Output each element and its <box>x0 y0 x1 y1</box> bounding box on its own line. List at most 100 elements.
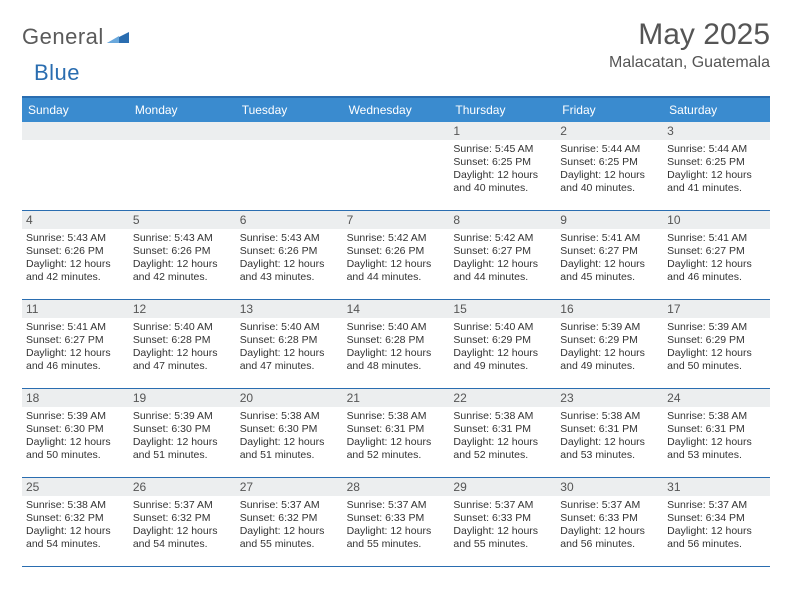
week-row: 1Sunrise: 5:45 AMSunset: 6:25 PMDaylight… <box>22 122 770 211</box>
weekday-fri: Friday <box>556 98 663 122</box>
day-cell: 20Sunrise: 5:38 AMSunset: 6:30 PMDayligh… <box>236 389 343 477</box>
day-info: Sunrise: 5:37 AMSunset: 6:32 PMDaylight:… <box>240 499 339 552</box>
day-cell: 4Sunrise: 5:43 AMSunset: 6:26 PMDaylight… <box>22 211 129 299</box>
day-info: Sunrise: 5:44 AMSunset: 6:25 PMDaylight:… <box>667 143 766 196</box>
day-number: 29 <box>449 478 556 496</box>
day-number: 7 <box>343 211 450 229</box>
day-number: 3 <box>663 122 770 140</box>
day-info: Sunrise: 5:38 AMSunset: 6:31 PMDaylight:… <box>667 410 766 463</box>
day-info: Sunrise: 5:39 AMSunset: 6:29 PMDaylight:… <box>560 321 659 374</box>
day-cell: 27 Sunrise: 5:37 AMSunset: 6:32 PMDayligh… <box>236 478 343 566</box>
weekday-thu: Thursday <box>449 98 556 122</box>
day-number: 11 <box>22 300 129 318</box>
day-info: Sunrise: 5:38 AMSunset: 6:32 PMDaylight:… <box>26 499 125 552</box>
calendar: Sunday Monday Tuesday Wednesday Thursday… <box>22 96 770 567</box>
day-info: Sunrise: 5:43 AMSunset: 6:26 PMDaylight:… <box>133 232 232 285</box>
day-info: Sunrise: 5:38 AMSunset: 6:31 PMDaylight:… <box>560 410 659 463</box>
day-info: Sunrise: 5:38 AMSunset: 6:31 PMDaylight:… <box>347 410 446 463</box>
day-cell: 16Sunrise: 5:39 AMSunset: 6:29 PMDayligh… <box>556 300 663 388</box>
day-number: 18 <box>22 389 129 407</box>
day-cell <box>343 122 450 210</box>
day-info: Sunrise: 5:41 AMSunset: 6:27 PMDaylight:… <box>26 321 125 374</box>
day-number: 21 <box>343 389 450 407</box>
title-block: May 2025 Malacatan, Guatemala <box>609 18 770 72</box>
weekday-wed: Wednesday <box>343 98 450 122</box>
day-info: Sunrise: 5:38 AMSunset: 6:31 PMDaylight:… <box>453 410 552 463</box>
week-row: 11 Sunrise: 5:41 AMSunset: 6:27 PMDayligh… <box>22 300 770 389</box>
day-cell: 17Sunrise: 5:39 AMSunset: 6:29 PMDayligh… <box>663 300 770 388</box>
day-info: Sunrise: 5:42 AMSunset: 6:27 PMDaylight:… <box>453 232 552 285</box>
day-number: 25 <box>22 478 129 496</box>
day-info: Sunrise: 5:37 AMSunset: 6:34 PMDaylight:… <box>667 499 766 552</box>
day-cell: 9Sunrise: 5:41 AMSunset: 6:27 PMDaylight… <box>556 211 663 299</box>
logo: General <box>22 18 131 50</box>
weekday-tue: Tuesday <box>236 98 343 122</box>
weekday-sat: Saturday <box>663 98 770 122</box>
day-cell: 31 Sunrise: 5:37 AMSunset: 6:34 PMDayligh… <box>663 478 770 566</box>
day-info: Sunrise: 5:45 AMSunset: 6:25 PMDaylight:… <box>453 143 552 196</box>
week-row: 25 Sunrise: 5:38 AMSunset: 6:32 PMDayligh… <box>22 478 770 567</box>
day-info: Sunrise: 5:38 AMSunset: 6:30 PMDaylight:… <box>240 410 339 463</box>
day-cell: 12 Sunrise: 5:40 AMSunset: 6:28 PMDayligh… <box>129 300 236 388</box>
day-number: 5 <box>129 211 236 229</box>
day-cell: 1Sunrise: 5:45 AMSunset: 6:25 PMDaylight… <box>449 122 556 210</box>
day-cell: 23 Sunrise: 5:38 AMSunset: 6:31 PMDayligh… <box>556 389 663 477</box>
day-info: Sunrise: 5:37 AMSunset: 6:33 PMDaylight:… <box>560 499 659 552</box>
day-number-empty <box>343 122 450 140</box>
weekday-mon: Monday <box>129 98 236 122</box>
day-cell: 2 Sunrise: 5:44 AMSunset: 6:25 PMDaylight… <box>556 122 663 210</box>
weekday-header: Sunday Monday Tuesday Wednesday Thursday… <box>22 98 770 122</box>
day-number: 17 <box>663 300 770 318</box>
day-info: Sunrise: 5:37 AMSunset: 6:33 PMDaylight:… <box>347 499 446 552</box>
day-number: 31 <box>663 478 770 496</box>
day-number: 4 <box>22 211 129 229</box>
day-number: 2 <box>556 122 663 140</box>
day-cell <box>236 122 343 210</box>
day-number-empty <box>129 122 236 140</box>
day-info: Sunrise: 5:43 AMSunset: 6:26 PMDaylight:… <box>240 232 339 285</box>
day-cell: 25 Sunrise: 5:38 AMSunset: 6:32 PMDayligh… <box>22 478 129 566</box>
day-number: 10 <box>663 211 770 229</box>
day-cell: 11 Sunrise: 5:41 AMSunset: 6:27 PMDayligh… <box>22 300 129 388</box>
day-cell: 14Sunrise: 5:40 AMSunset: 6:28 PMDayligh… <box>343 300 450 388</box>
day-info: Sunrise: 5:40 AMSunset: 6:29 PMDaylight:… <box>453 321 552 374</box>
day-number: 12 <box>129 300 236 318</box>
day-cell: 28 Sunrise: 5:37 AMSunset: 6:33 PMDayligh… <box>343 478 450 566</box>
location-label: Malacatan, Guatemala <box>609 54 770 72</box>
day-cell <box>22 122 129 210</box>
day-info: Sunrise: 5:42 AMSunset: 6:26 PMDaylight:… <box>347 232 446 285</box>
day-number: 9 <box>556 211 663 229</box>
day-number: 15 <box>449 300 556 318</box>
day-info: Sunrise: 5:44 AMSunset: 6:25 PMDaylight:… <box>560 143 659 196</box>
calendar-page: General May 2025 Malacatan, Guatemala Bl… <box>0 0 792 577</box>
day-cell: 13 Sunrise: 5:40 AMSunset: 6:28 PMDayligh… <box>236 300 343 388</box>
weeks-container: 1Sunrise: 5:45 AMSunset: 6:25 PMDaylight… <box>22 122 770 567</box>
day-number: 23 <box>556 389 663 407</box>
day-cell: 3 Sunrise: 5:44 AMSunset: 6:25 PMDaylight… <box>663 122 770 210</box>
day-number: 6 <box>236 211 343 229</box>
day-number: 30 <box>556 478 663 496</box>
day-info: Sunrise: 5:40 AMSunset: 6:28 PMDaylight:… <box>240 321 339 374</box>
day-number: 28 <box>343 478 450 496</box>
day-cell: 26Sunrise: 5:37 AMSunset: 6:32 PMDayligh… <box>129 478 236 566</box>
day-number-empty <box>22 122 129 140</box>
day-info: Sunrise: 5:40 AMSunset: 6:28 PMDaylight:… <box>347 321 446 374</box>
day-cell: 19 Sunrise: 5:39 AMSunset: 6:30 PMDayligh… <box>129 389 236 477</box>
day-number: 13 <box>236 300 343 318</box>
day-cell: 29 Sunrise: 5:37 AMSunset: 6:33 PMDayligh… <box>449 478 556 566</box>
day-cell: 24Sunrise: 5:38 AMSunset: 6:31 PMDayligh… <box>663 389 770 477</box>
day-cell: 15 Sunrise: 5:40 AMSunset: 6:29 PMDayligh… <box>449 300 556 388</box>
day-cell: 6 Sunrise: 5:43 AMSunset: 6:26 PMDaylight… <box>236 211 343 299</box>
day-cell <box>129 122 236 210</box>
day-info: Sunrise: 5:40 AMSunset: 6:28 PMDaylight:… <box>133 321 232 374</box>
day-info: Sunrise: 5:39 AMSunset: 6:30 PMDaylight:… <box>133 410 232 463</box>
day-cell: 30 Sunrise: 5:37 AMSunset: 6:33 PMDayligh… <box>556 478 663 566</box>
logo-mark-icon <box>107 26 129 49</box>
weekday-sun: Sunday <box>22 98 129 122</box>
day-number: 27 <box>236 478 343 496</box>
day-number: 8 <box>449 211 556 229</box>
day-info: Sunrise: 5:37 AMSunset: 6:33 PMDaylight:… <box>453 499 552 552</box>
day-cell: 21 Sunrise: 5:38 AMSunset: 6:31 PMDayligh… <box>343 389 450 477</box>
week-row: 4Sunrise: 5:43 AMSunset: 6:26 PMDaylight… <box>22 211 770 300</box>
day-number: 19 <box>129 389 236 407</box>
